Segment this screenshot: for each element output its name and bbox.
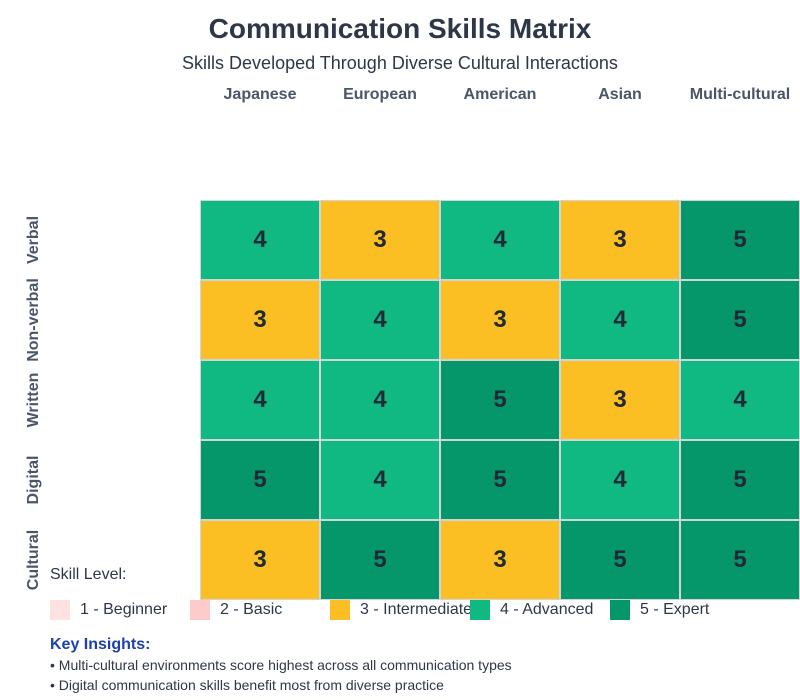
heatmap-cell: 5 — [680, 520, 800, 600]
column-label: Multi-cultural — [689, 86, 791, 103]
heatmap-cell: 4 — [200, 360, 320, 440]
heatmap-cell: 3 — [200, 280, 320, 360]
heatmap-cell: 4 — [320, 440, 440, 520]
heatmap-cell: 5 — [680, 280, 800, 360]
row-label: Verbal — [25, 215, 42, 265]
heatmap-cell: 5 — [440, 360, 560, 440]
heatmap-cell: 3 — [200, 520, 320, 600]
row-label: Cultural — [25, 529, 42, 591]
heatmap-cell: 4 — [680, 360, 800, 440]
legend-title: Skill Level: — [50, 566, 127, 583]
heatmap-cell: 5 — [320, 520, 440, 600]
column-label: Japanese — [223, 86, 297, 103]
heatmap-cell: 3 — [560, 360, 680, 440]
row-label: Digital — [25, 455, 42, 505]
heatmap-cell: 3 — [320, 200, 440, 280]
heatmap-cell: 4 — [320, 280, 440, 360]
heatmap-cell: 5 — [560, 520, 680, 600]
heatmap-cell: 3 — [560, 200, 680, 280]
heatmap-cell: 4 — [320, 360, 440, 440]
legend-swatch — [50, 600, 70, 620]
heatmap-cell: 5 — [440, 440, 560, 520]
chart-title: Communication Skills Matrix — [208, 13, 592, 44]
heatmap-cell: 4 — [560, 280, 680, 360]
heatmap-cell: 4 — [200, 200, 320, 280]
row-label: Written — [25, 372, 42, 428]
legend-label: 4 - Advanced — [500, 601, 594, 618]
heatmap-cell: 5 — [680, 200, 800, 280]
legend-label: 2 - Basic — [220, 601, 283, 618]
heatmap-cell: 5 — [680, 440, 800, 520]
legend-swatch — [330, 600, 350, 620]
legend-label: 5 - Expert — [640, 601, 710, 618]
heatmap-cell: 3 — [440, 280, 560, 360]
column-label: American — [463, 86, 537, 103]
heatmap-cell: 5 — [200, 440, 320, 520]
row-label: Non-verbal — [25, 278, 42, 362]
legend-swatch — [190, 600, 210, 620]
legend-swatch — [470, 600, 490, 620]
heatmap-cell: 4 — [560, 440, 680, 520]
legend-label: 1 - Beginner — [80, 601, 168, 618]
heatmap-cell: 4 — [440, 200, 560, 280]
heatmap-cell: 3 — [440, 520, 560, 600]
insight-item: • Multi-cultural environments score high… — [50, 657, 512, 673]
column-label: European — [343, 86, 417, 103]
column-label: Asian — [598, 86, 642, 103]
chart-subtitle: Skills Developed Through Diverse Cultura… — [182, 53, 618, 73]
insight-item: • Digital communication skills benefit m… — [50, 677, 444, 693]
legend-label: 3 - Intermediate — [360, 601, 473, 618]
insights-title: Key Insights: — [50, 636, 151, 653]
legend-swatch — [610, 600, 630, 620]
